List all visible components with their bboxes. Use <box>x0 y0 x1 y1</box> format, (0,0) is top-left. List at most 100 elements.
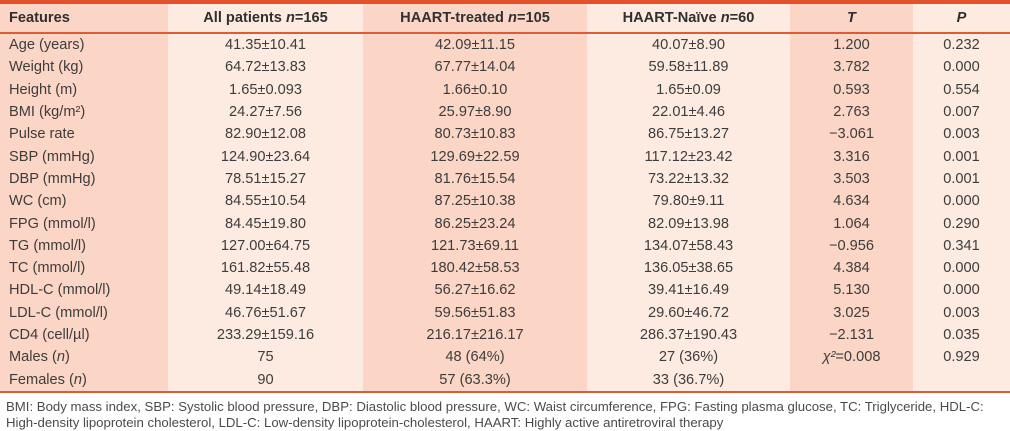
value-cell: 1.66±0.10 <box>363 78 587 101</box>
feature-cell: DBP (mmHg) <box>0 167 168 191</box>
column-header: Features <box>0 4 168 34</box>
feature-cell: Weight (kg) <box>0 56 168 79</box>
value-cell: 33 (36.7%) <box>587 368 790 393</box>
value-cell: 1.064 <box>790 212 913 235</box>
value-cell: 41.35±10.41 <box>168 33 363 57</box>
value-cell: 27 (36%) <box>587 346 790 369</box>
value-cell: 0.000 <box>913 190 1010 213</box>
value-cell: 78.51±15.27 <box>168 167 363 191</box>
value-cell: 48 (64%) <box>363 346 587 369</box>
patient-characteristics-table: Features All patients n=165 HAART-treated … <box>0 4 1010 393</box>
value-cell: 40.07±8.90 <box>587 33 790 57</box>
value-cell: 134.07±58.43 <box>587 234 790 257</box>
value-cell: 129.69±22.59 <box>363 145 587 168</box>
value-cell: 90 <box>168 368 363 393</box>
value-cell: 1.65±0.09 <box>587 78 790 101</box>
value-cell: 75 <box>168 346 363 369</box>
value-cell: 86.25±23.24 <box>363 212 587 235</box>
value-cell: χ²=0.008 <box>790 346 913 369</box>
feature-cell: FPG (mmol/l) <box>0 212 168 235</box>
value-cell: 64.72±13.83 <box>168 56 363 79</box>
column-header: P <box>913 4 1010 34</box>
column-header: T <box>790 4 913 34</box>
value-cell: 59.58±11.89 <box>587 56 790 79</box>
value-cell: 0.003 <box>913 123 1010 146</box>
table-row: BMI (kg/m²) 24.27±7.56 25.97±8.90 22.01±4.4… <box>0 100 1010 124</box>
value-cell: 0.000 <box>913 256 1010 280</box>
value-cell: 2.763 <box>790 100 913 124</box>
value-cell: −2.131 <box>790 323 913 347</box>
value-cell: 3.503 <box>790 167 913 191</box>
value-cell: −0.956 <box>790 234 913 257</box>
value-cell: 25.97±8.90 <box>363 100 587 124</box>
table-row: Height (m) 1.65±0.093 1.66±0.10 1.65±0.09 0.… <box>0 78 1010 101</box>
value-cell: 46.76±51.67 <box>168 301 363 324</box>
value-cell: 4.384 <box>790 256 913 280</box>
value-cell: 0.003 <box>913 301 1010 324</box>
value-cell: 3.316 <box>790 145 913 168</box>
value-cell: 84.55±10.54 <box>168 190 363 213</box>
table-header-row: Features All patients n=165 HAART-treated … <box>0 4 1010 34</box>
table-row: Females (n) 90 57 (63.3%) 33 (36.7%) <box>0 368 1010 393</box>
feature-cell: LDL-C (mmol/l) <box>0 301 168 324</box>
value-cell: 0.929 <box>913 346 1010 369</box>
feature-cell: WC (cm) <box>0 190 168 213</box>
value-cell: 22.01±4.46 <box>587 100 790 124</box>
value-cell: 56.27±16.62 <box>363 279 587 302</box>
feature-cell: CD4 (cell/µl) <box>0 323 168 347</box>
feature-cell: Males (n) <box>0 346 168 369</box>
value-cell: 82.90±12.08 <box>168 123 363 146</box>
table-top-border <box>0 0 1010 4</box>
value-cell: 136.05±38.65 <box>587 256 790 280</box>
value-cell: 0.593 <box>790 78 913 101</box>
value-cell: 286.37±190.43 <box>587 323 790 347</box>
feature-cell: Females (n) <box>0 368 168 393</box>
value-cell: 81.76±15.54 <box>363 167 587 191</box>
column-header: HAART-Naïve n=60 <box>587 4 790 34</box>
value-cell: 0.554 <box>913 78 1010 101</box>
value-cell: 67.77±14.04 <box>363 56 587 79</box>
value-cell: 127.00±64.75 <box>168 234 363 257</box>
value-cell: 121.73±69.11 <box>363 234 587 257</box>
feature-cell: BMI (kg/m²) <box>0 100 168 124</box>
value-cell: 0.341 <box>913 234 1010 257</box>
value-cell: 0.001 <box>913 167 1010 191</box>
value-cell: 49.14±18.49 <box>168 279 363 302</box>
value-cell: 1.65±0.093 <box>168 78 363 101</box>
value-cell: 216.17±216.17 <box>363 323 587 347</box>
table-row: LDL-C (mmol/l) 46.76±51.67 59.56±51.83 29.6… <box>0 301 1010 324</box>
feature-cell: Pulse rate <box>0 123 168 146</box>
value-cell: 0.290 <box>913 212 1010 235</box>
value-cell: 0.035 <box>913 323 1010 347</box>
value-cell: 29.60±46.72 <box>587 301 790 324</box>
table-row: Age (years) 41.35±10.41 42.09±11.15 40.07±8… <box>0 33 1010 57</box>
table-footnote: BMI: Body mass index, SBP: Systolic bloo… <box>6 398 984 430</box>
table-row: TG (mmol/l) 127.00±64.75 121.73±69.11 134.0… <box>0 234 1010 257</box>
value-cell: 0.000 <box>913 279 1010 302</box>
value-cell: 117.12±23.42 <box>587 145 790 168</box>
feature-cell: TC (mmol/l) <box>0 256 168 280</box>
value-cell: 80.73±10.83 <box>363 123 587 146</box>
table-row: SBP (mmHg) 124.90±23.64 129.69±22.59 117.12… <box>0 145 1010 168</box>
value-cell: 84.45±19.80 <box>168 212 363 235</box>
value-cell: 0.232 <box>913 33 1010 57</box>
value-cell: 42.09±11.15 <box>363 33 587 57</box>
value-cell: 39.41±16.49 <box>587 279 790 302</box>
value-cell: 82.09±13.98 <box>587 212 790 235</box>
value-cell: 5.130 <box>790 279 913 302</box>
value-cell: 87.25±10.38 <box>363 190 587 213</box>
feature-cell: TG (mmol/l) <box>0 234 168 257</box>
feature-cell: Age (years) <box>0 33 168 57</box>
value-cell: 0.007 <box>913 100 1010 124</box>
value-cell: 86.75±13.27 <box>587 123 790 146</box>
table-row: WC (cm) 84.55±10.54 87.25±10.38 79.80±9.11 4… <box>0 190 1010 213</box>
value-cell: 3.782 <box>790 56 913 79</box>
column-header: All patients n=165 <box>168 4 363 34</box>
table-row: Pulse rate 82.90±12.08 80.73±10.83 86.75±13… <box>0 123 1010 146</box>
value-cell: 161.82±55.48 <box>168 256 363 280</box>
table-row: FPG (mmol/l) 84.45±19.80 86.25±23.24 82.09±… <box>0 212 1010 235</box>
table-row: DBP (mmHg) 78.51±15.27 81.76±15.54 73.22±13… <box>0 167 1010 191</box>
value-cell: 233.29±159.16 <box>168 323 363 347</box>
feature-cell: HDL-C (mmol/l) <box>0 279 168 302</box>
